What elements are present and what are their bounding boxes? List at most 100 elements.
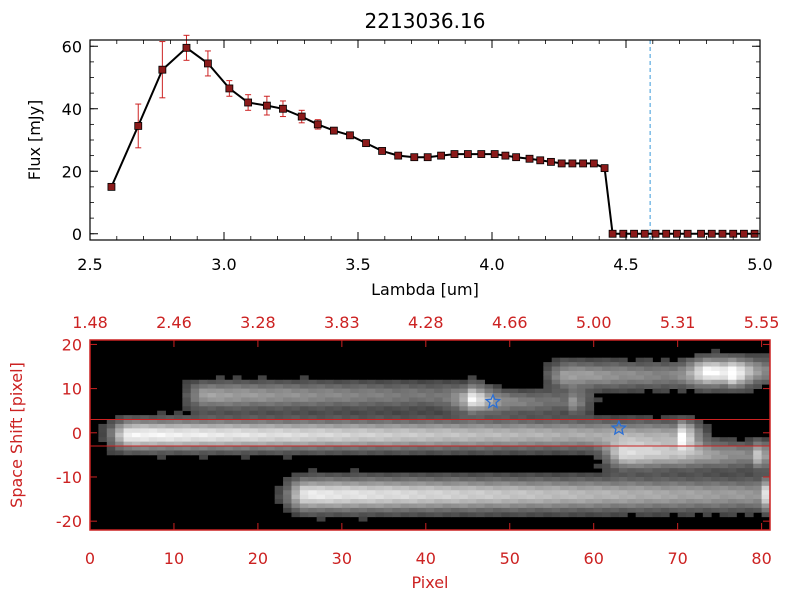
image-pixel — [249, 397, 259, 403]
image-pixel — [610, 419, 620, 425]
flux-point — [362, 139, 370, 148]
top-tick-label: 5.00 — [576, 313, 612, 332]
image-pixel — [694, 375, 704, 381]
image-pixel — [358, 423, 368, 429]
image-pixel — [593, 494, 603, 500]
image-pixel — [719, 499, 729, 504]
image-pixel — [518, 406, 527, 412]
image-pixel — [224, 393, 234, 398]
image-pixel — [467, 388, 477, 394]
image-pixel — [459, 441, 469, 447]
image-pixel — [568, 415, 578, 420]
image-pixel — [627, 419, 637, 425]
image-pixel — [140, 432, 150, 438]
image-pixel — [434, 401, 443, 407]
image-pixel — [492, 384, 502, 390]
image-pixel — [274, 428, 284, 434]
image-pixel — [761, 476, 771, 482]
image-pixel — [568, 401, 578, 407]
image-pixel — [425, 472, 435, 478]
image-pixel — [585, 397, 595, 403]
image-pixel — [627, 384, 637, 390]
image-pixel — [736, 481, 746, 487]
image-pixel — [316, 379, 326, 385]
image-pixel — [526, 388, 536, 394]
image-pixel — [392, 423, 402, 429]
image-pixel — [492, 481, 502, 487]
image-pixel — [383, 384, 393, 390]
image-pixel — [677, 370, 687, 376]
image-pixel — [392, 388, 402, 394]
image-pixel — [157, 441, 166, 447]
image-pixel — [560, 415, 569, 420]
image-pixel — [392, 401, 402, 407]
image-pixel — [551, 512, 561, 518]
image-pixel — [283, 432, 292, 438]
image-pixel — [509, 423, 519, 429]
image-axes-box — [89, 339, 771, 531]
image-pixel — [409, 393, 418, 398]
image-pixel — [400, 393, 410, 398]
image-pixel — [492, 423, 502, 429]
image-pixel — [702, 437, 712, 443]
image-pixel — [551, 379, 561, 385]
image-pixel — [736, 353, 746, 359]
image-pixel — [283, 441, 292, 447]
image-pixel — [257, 384, 267, 390]
image-pixel — [333, 481, 343, 487]
image-pixel — [484, 406, 494, 412]
spectrum-axes-box — [89, 39, 761, 241]
image-pixel — [543, 507, 553, 513]
image-pixel — [409, 507, 418, 513]
image-pixel — [190, 423, 200, 429]
image-pixel — [140, 428, 150, 434]
image-pixel — [173, 446, 183, 451]
image-pixel — [602, 450, 611, 456]
image-pixel — [719, 370, 729, 376]
image-pixel — [744, 370, 754, 376]
image-pixel — [291, 384, 301, 390]
image-pixel — [173, 432, 183, 438]
image-pixel — [467, 450, 477, 456]
image-pixel — [576, 401, 586, 407]
image-pixel — [341, 512, 351, 518]
spectrum-title: 2213036.16 — [365, 9, 486, 33]
image-pixel — [728, 494, 737, 500]
image-pixel — [224, 397, 234, 403]
flux-point — [410, 153, 419, 162]
image-pixel — [551, 366, 561, 372]
image-pixel — [635, 362, 645, 367]
image-pixel — [291, 393, 301, 398]
image-pixel — [341, 494, 351, 500]
flux-point — [673, 229, 681, 238]
image-pixel — [123, 446, 133, 451]
image-pixel — [283, 494, 292, 500]
image-pixel — [434, 388, 443, 394]
image-pixel — [660, 503, 670, 509]
image-pixel — [518, 485, 527, 491]
image-pixel — [308, 406, 318, 412]
image-pixel — [543, 441, 553, 447]
image-pixel — [728, 476, 737, 482]
image-pixel — [568, 375, 578, 381]
image-pixel — [459, 490, 469, 496]
image-pixel — [635, 485, 645, 491]
image-pixel — [744, 463, 754, 469]
image-pixel — [644, 476, 653, 482]
image-pixel — [199, 379, 208, 385]
image-pixel — [266, 446, 276, 451]
image-pixel — [140, 450, 150, 456]
image-pixel — [333, 446, 343, 451]
image-pixel — [383, 441, 393, 447]
image-pixel — [148, 437, 158, 443]
image-pixel — [711, 481, 721, 487]
image-pixel — [585, 499, 595, 504]
image-pixel — [694, 485, 704, 491]
image-pixel — [736, 441, 746, 447]
image-pixel — [333, 472, 343, 478]
image-pixel — [753, 499, 763, 504]
image-pixel — [753, 370, 763, 376]
image-pixel — [576, 423, 586, 429]
image-pixel — [526, 494, 536, 500]
image-pixel — [308, 476, 318, 482]
